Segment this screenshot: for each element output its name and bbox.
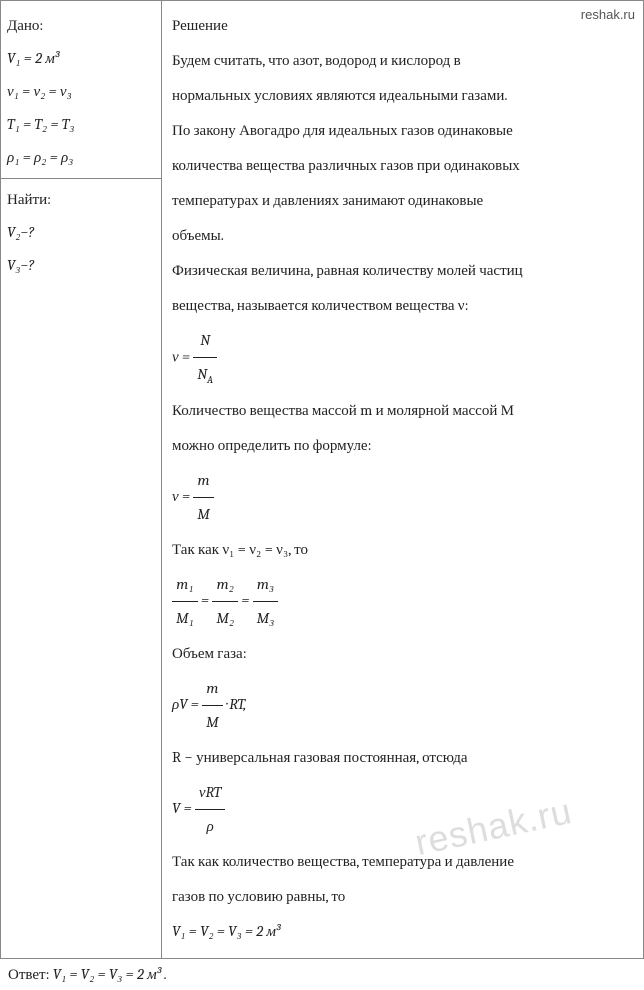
solution-text: вещества, называется количеством веществ… (172, 289, 633, 322)
solution-text: нормальных условиях являются идеальными … (172, 79, 633, 112)
solution-text: количества вещества различных газов при … (172, 149, 633, 182)
frac-num: m₃ (253, 568, 279, 601)
find-label: Найти: (7, 183, 155, 216)
frac-den: NA (193, 357, 217, 392)
frac-den: ρ (195, 809, 225, 843)
solution-text: газов по условию равны, то (172, 880, 633, 913)
formula-v: V = νRTρ (172, 776, 633, 843)
formula-result: V₁ = V₂ = V₃ = 2 м³ (172, 915, 633, 948)
solution-text: Так как ν₁ = ν₂ = ν₃, то (172, 533, 633, 566)
solution-text: можно определить по формуле: (172, 429, 633, 462)
formula-nu-n: ν = NNA (172, 324, 633, 392)
solution-text: Объем газа: (172, 637, 633, 670)
frac-den: M₁ (172, 601, 198, 635)
solution-text: объемы. (172, 219, 633, 252)
solution-title: Решение (172, 9, 633, 42)
separator (1, 178, 161, 179)
given-line: ν₁ = ν₂ = ν₃ (7, 75, 155, 108)
find-line: V₂−? (7, 216, 155, 249)
solution-text: Так как количество вещества, температура… (172, 845, 633, 878)
solution-container: Дано: V₁ = 2 м³ ν₁ = ν₂ = ν₃ T₁ = T₂ = T… (0, 0, 644, 959)
formula-lhs: ρV = (172, 695, 202, 713)
answer-line: Ответ: V₁ = V₂ = V₃ = 2 м³ . (0, 959, 644, 990)
find-section: Найти: V₂−? V₃−? (7, 183, 155, 282)
frac-den: M (202, 705, 223, 739)
frac-num: m₂ (212, 568, 238, 601)
formula-rhs: · RT, (226, 695, 247, 713)
frac-num: m (202, 672, 223, 705)
find-line: V₃−? (7, 249, 155, 282)
given-line: T₁ = T₂ = T₃ (7, 108, 155, 141)
frac-num: N (193, 324, 217, 357)
frac-num: m₁ (172, 568, 198, 601)
right-column: reshak.ru Решение Будем считать, что азо… (161, 1, 643, 958)
solution-text: температурах и давлениях занимают одинак… (172, 184, 633, 217)
site-label: reshak.ru (581, 7, 635, 22)
solution-text: По закону Авогадро для идеальных газов о… (172, 114, 633, 147)
solution-text: R − универсальная газовая постоянная, от… (172, 741, 633, 774)
solution-text: Количество вещества массой m и молярной … (172, 394, 633, 427)
formula-nu-m: ν = mM (172, 464, 633, 531)
frac-den: M (193, 497, 214, 531)
solution-text: Будем считать, что азот, водород и кисло… (172, 44, 633, 77)
formula-pv: ρV = mM · RT, (172, 672, 633, 739)
given-section: Дано: V₁ = 2 м³ ν₁ = ν₂ = ν₃ T₁ = T₂ = T… (7, 9, 155, 174)
solution-text: Физическая величина, равная количеству м… (172, 254, 633, 287)
left-column: Дано: V₁ = 2 м³ ν₁ = ν₂ = ν₃ T₁ = T₂ = T… (1, 1, 161, 958)
answer-value: V₁ = V₂ = V₃ = 2 м³ . (53, 965, 167, 983)
frac-num: m (193, 464, 214, 497)
given-line: ρ₁ = ρ₂ = ρ₃ (7, 141, 155, 174)
answer-label: Ответ: (8, 965, 53, 983)
formula-lhs: V = (172, 799, 195, 817)
formula-mass-ratio: m₁M₁ = m₂M₂ = m₃M₃ (172, 568, 633, 635)
frac-den: M₂ (212, 601, 238, 635)
frac-num: νRT (195, 776, 225, 809)
given-line: V₁ = 2 м³ (7, 42, 155, 75)
dano-label: Дано: (7, 9, 155, 42)
frac-den: M₃ (253, 601, 279, 635)
